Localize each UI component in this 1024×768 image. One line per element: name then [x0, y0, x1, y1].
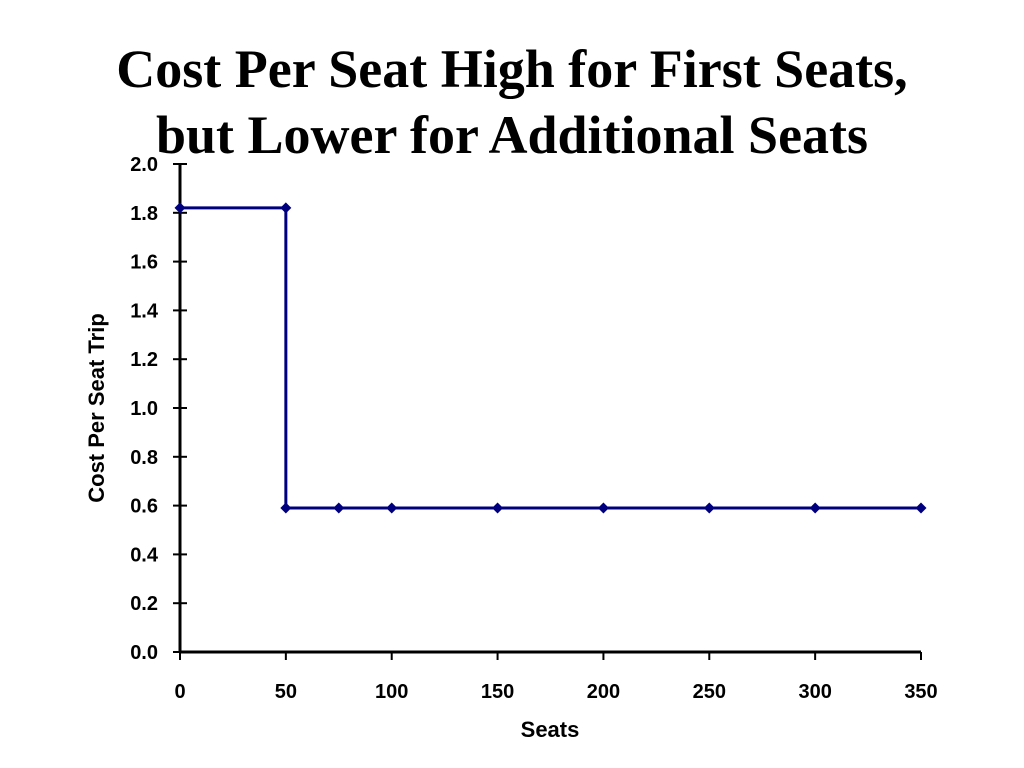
data-point-marker — [915, 502, 927, 514]
data-point-marker — [703, 502, 715, 514]
data-point-marker — [333, 502, 345, 514]
data-point-marker — [809, 502, 821, 514]
data-point-marker — [280, 202, 292, 214]
y-tick-label: 0.8 — [130, 447, 158, 469]
x-tick-label: 0 — [174, 681, 185, 703]
x-tick-label: 300 — [798, 681, 831, 703]
y-tick-label: 1.8 — [130, 203, 158, 225]
x-tick-label: 50 — [275, 681, 297, 703]
slide-title-line-1: Cost Per Seat High for First Seats, — [116, 39, 908, 99]
x-tick-label: 100 — [375, 681, 408, 703]
x-tick-label: 150 — [481, 681, 514, 703]
data-point-marker — [174, 202, 186, 214]
y-tick-label: 1.2 — [130, 349, 158, 371]
y-tick-label: 0.2 — [130, 593, 158, 615]
y-tick-label: 2.0 — [130, 154, 158, 176]
data-point-marker — [492, 502, 504, 514]
slide-title: Cost Per Seat High for First Seats, but … — [0, 36, 1024, 168]
y-tick-label: 1.6 — [130, 252, 158, 274]
y-axis-ticks: 0.0 0.2 0.4 0.6 0.8 1.0 1.2 1.4 1.6 1.8 2.0 — [130, 154, 187, 664]
data-point-marker — [597, 502, 609, 514]
y-tick-label: 0.6 — [130, 496, 158, 518]
x-tick-label: 250 — [693, 681, 726, 703]
series-line — [180, 206, 921, 510]
x-axis-ticks: 0 50 100 150 200 250 300 350 — [174, 652, 938, 703]
chart-axes — [178, 164, 921, 654]
data-point-marker — [280, 502, 292, 514]
y-tick-label: 0.0 — [130, 642, 158, 664]
slide-title-line-2: but Lower for Additional Seats — [155, 105, 869, 165]
data-point-marker — [386, 502, 398, 514]
y-tick-label: 1.4 — [130, 300, 159, 322]
y-tick-label: 1.0 — [130, 398, 158, 420]
x-tick-label: 200 — [587, 681, 620, 703]
x-tick-label: 350 — [904, 681, 937, 703]
series-layer — [174, 202, 927, 514]
y-tick-label: 0.4 — [130, 544, 159, 566]
x-axis-title: Seats — [521, 717, 580, 742]
y-axis-title: Cost Per Seat Trip — [84, 313, 109, 503]
